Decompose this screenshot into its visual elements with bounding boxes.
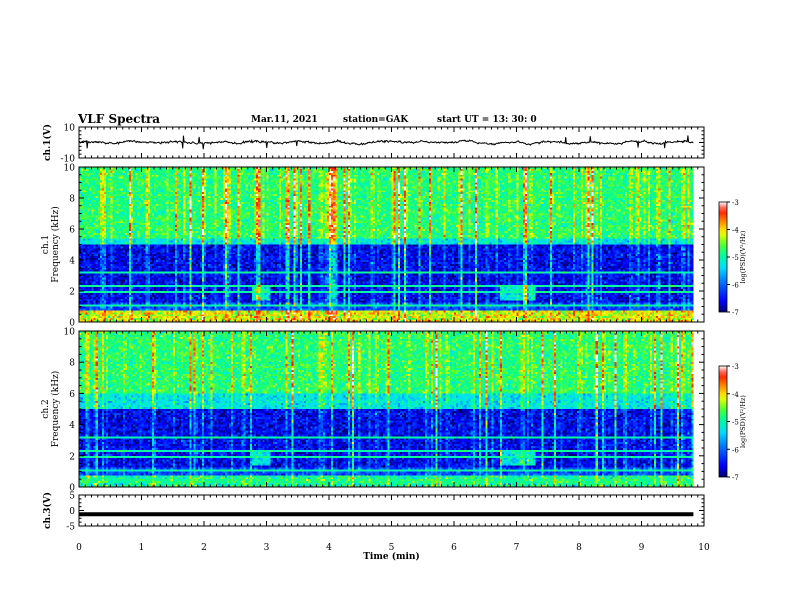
y-axis-label-channel: ch.2 [41, 399, 51, 418]
x-axis-label: Time (min) [363, 551, 420, 562]
ch1-voltage-trace [78, 135, 694, 150]
y-tick-label: 0 [69, 507, 75, 517]
y-tick-label: 8 [69, 359, 75, 369]
x-tick-label: 10 [698, 543, 710, 553]
spectrogram-ch2 [79, 331, 704, 487]
colorbar-tick-label: -6 [732, 282, 739, 290]
y-tick-label: 10 [64, 328, 76, 338]
y-tick-label: 0 [69, 484, 75, 494]
y-tick-label: 2 [69, 288, 75, 298]
colorbar-label: log(PSD)(V²/Hz) [739, 230, 747, 283]
y-tick-label: 2 [69, 452, 75, 462]
x-tick-label: 9 [639, 543, 645, 553]
x-tick-label: 2 [201, 543, 207, 553]
x-tick-label: 0 [76, 543, 82, 553]
colorbar-tick-label: -6 [732, 446, 739, 454]
start-time-label: start UT = 13: 30: 0 [437, 115, 537, 125]
figure-title: VLF Spectra [78, 112, 161, 126]
y-tick-label: 10 [64, 124, 76, 134]
x-tick-label: 6 [451, 543, 457, 553]
y-tick-label: 4 [69, 421, 75, 431]
x-tick-label: 1 [139, 543, 145, 553]
colorbar-tick-label: -5 [732, 419, 739, 427]
colorbar-tick-label: -7 [732, 309, 739, 317]
y-axis-label-frequency: Frequency (kHz) [50, 371, 61, 448]
colorbar-tick-label: -5 [732, 254, 739, 262]
y-tick-label: 6 [69, 390, 75, 400]
y-axis-label-channel: ch.1 [41, 235, 51, 254]
y-tick-label: 10 [64, 164, 76, 174]
colorbar-label: log(PSD)(V²/Hz) [739, 395, 747, 448]
y-tick-label: 0 [69, 319, 75, 329]
y-tick-label: 6 [69, 226, 75, 236]
colorbar-tick-label: -3 [732, 363, 739, 371]
x-tick-label: 7 [514, 543, 520, 553]
colorbar-tick-label: -7 [732, 474, 739, 482]
x-tick-label: 8 [576, 543, 582, 553]
spectrogram-ch1 [79, 167, 704, 322]
y-tick-label: -5 [66, 523, 75, 533]
y-axis-label: ch.3(V) [42, 492, 53, 529]
station-label: station=GAK [343, 115, 409, 125]
x-tick-label: 3 [264, 543, 270, 553]
colorbar-ch1 [718, 201, 728, 313]
y-tick-label: -10 [61, 155, 76, 165]
y-tick-label: 5 [69, 492, 75, 502]
y-tick-label: 8 [69, 195, 75, 205]
colorbar-tick-label: -4 [732, 391, 739, 399]
x-tick-label: 4 [326, 543, 332, 553]
observation-date: Mar.11, 2021 [251, 115, 318, 125]
colorbar-tick-label: -4 [732, 227, 739, 235]
y-axis-label: ch.1(V) [42, 124, 53, 161]
colorbar-tick-label: -3 [732, 199, 739, 207]
y-axis-label-frequency: Frequency (kHz) [50, 206, 61, 283]
colorbar-ch2 [718, 365, 728, 478]
x-tick-label: 5 [389, 543, 395, 553]
y-tick-label: 4 [69, 257, 75, 267]
